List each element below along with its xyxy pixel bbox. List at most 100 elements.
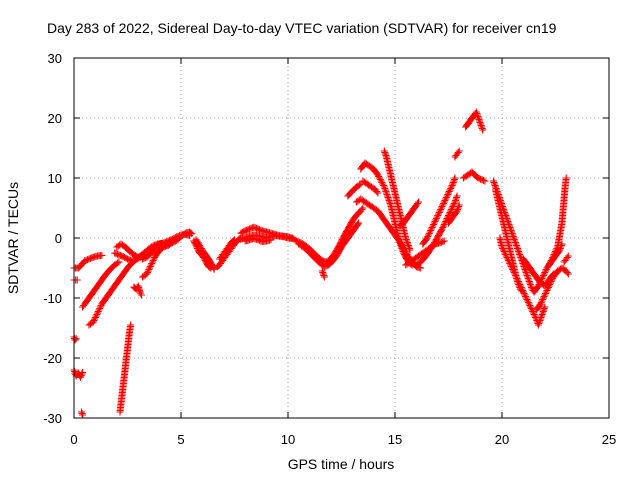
data-point bbox=[379, 180, 387, 188]
data-point bbox=[187, 229, 195, 237]
data-point bbox=[437, 206, 445, 213]
data-point bbox=[423, 234, 431, 242]
data-point bbox=[538, 275, 546, 282]
data-point bbox=[511, 270, 519, 278]
series-arc-ah bbox=[445, 201, 463, 227]
data-point bbox=[508, 264, 516, 272]
data-point bbox=[535, 281, 543, 288]
data-point bbox=[537, 278, 545, 285]
data-point bbox=[448, 204, 456, 212]
series-arc-i bbox=[113, 240, 146, 261]
series-arc-w bbox=[295, 219, 363, 271]
data-point bbox=[542, 290, 550, 297]
data-point bbox=[519, 288, 527, 296]
data-point bbox=[442, 195, 450, 203]
data-point bbox=[539, 272, 547, 279]
x-tick-label: 15 bbox=[388, 432, 402, 447]
data-point bbox=[149, 257, 157, 264]
data-point bbox=[507, 261, 515, 269]
x-tick-label: 0 bbox=[70, 432, 77, 447]
data-point bbox=[546, 281, 554, 288]
data-point bbox=[549, 252, 557, 260]
data-point bbox=[515, 279, 523, 287]
data-point bbox=[512, 273, 520, 281]
data-point bbox=[541, 291, 549, 299]
data-point bbox=[93, 311, 101, 318]
data-point bbox=[527, 303, 535, 311]
data-point bbox=[426, 228, 434, 236]
data-point bbox=[146, 264, 154, 272]
y-tick-label: 30 bbox=[48, 51, 62, 66]
series-arc-ak bbox=[462, 108, 487, 134]
data-point bbox=[440, 222, 448, 230]
data-point bbox=[71, 336, 79, 344]
data-point bbox=[354, 220, 362, 228]
axis-ticks: 0 5 10 15 20 25 -30 -20 -10 0 10 20 30 bbox=[43, 51, 616, 447]
data-point bbox=[524, 299, 532, 306]
data-point bbox=[521, 291, 529, 299]
data-point bbox=[542, 288, 550, 296]
series-arc-f bbox=[79, 258, 123, 311]
data-point bbox=[95, 306, 103, 314]
data-point bbox=[537, 300, 545, 308]
data-point bbox=[429, 222, 437, 230]
y-tick-label: 10 bbox=[48, 171, 62, 186]
data-point bbox=[433, 213, 441, 221]
data-point bbox=[428, 224, 436, 231]
data-point bbox=[449, 203, 457, 210]
data-point bbox=[448, 182, 456, 189]
data-point bbox=[440, 237, 448, 245]
data-point bbox=[552, 248, 559, 255]
series-arc-ae bbox=[402, 237, 448, 269]
data-point bbox=[552, 246, 560, 254]
data-point bbox=[527, 305, 535, 312]
data-point bbox=[193, 237, 201, 245]
data-point bbox=[432, 216, 440, 224]
chart-title: Day 283 of 2022, Sidereal Day-to-day VTE… bbox=[47, 20, 557, 36]
data-point bbox=[196, 242, 204, 250]
data-point bbox=[406, 246, 414, 254]
data-point bbox=[380, 182, 387, 189]
data-point bbox=[524, 297, 532, 305]
series-arc-p bbox=[192, 236, 218, 273]
x-tick-label: 10 bbox=[281, 432, 295, 447]
data-point bbox=[91, 315, 99, 323]
data-point bbox=[548, 276, 556, 284]
data-point bbox=[431, 218, 439, 225]
data-points bbox=[70, 108, 572, 419]
data-point bbox=[355, 181, 363, 189]
data-point bbox=[435, 210, 443, 218]
data-point bbox=[537, 299, 545, 306]
data-point bbox=[413, 200, 421, 207]
data-point bbox=[439, 224, 447, 231]
data-point bbox=[148, 260, 156, 267]
data-point bbox=[148, 258, 156, 266]
data-point bbox=[373, 188, 381, 195]
data-point bbox=[504, 257, 512, 264]
data-point bbox=[435, 209, 443, 216]
data-point bbox=[445, 188, 453, 195]
data-point bbox=[563, 269, 571, 276]
data-point bbox=[78, 370, 86, 378]
data-point bbox=[544, 284, 552, 291]
data-point bbox=[451, 174, 459, 182]
data-point bbox=[77, 372, 85, 380]
data-point bbox=[440, 200, 448, 207]
series-arc-ai bbox=[451, 147, 463, 161]
data-point bbox=[436, 207, 444, 215]
data-point bbox=[516, 281, 524, 288]
data-point bbox=[498, 243, 506, 251]
y-tick-label: -10 bbox=[43, 291, 62, 306]
y-tick-label: -20 bbox=[43, 351, 62, 366]
data-point bbox=[553, 245, 561, 252]
series-arc-k bbox=[130, 282, 145, 299]
data-point bbox=[146, 263, 154, 270]
data-point bbox=[529, 308, 537, 315]
data-point bbox=[446, 209, 454, 216]
data-point bbox=[545, 261, 553, 269]
data-point bbox=[502, 252, 510, 260]
data-point bbox=[562, 174, 570, 182]
series-arc-ar bbox=[545, 174, 570, 269]
data-point bbox=[505, 258, 513, 266]
data-point bbox=[415, 198, 423, 206]
